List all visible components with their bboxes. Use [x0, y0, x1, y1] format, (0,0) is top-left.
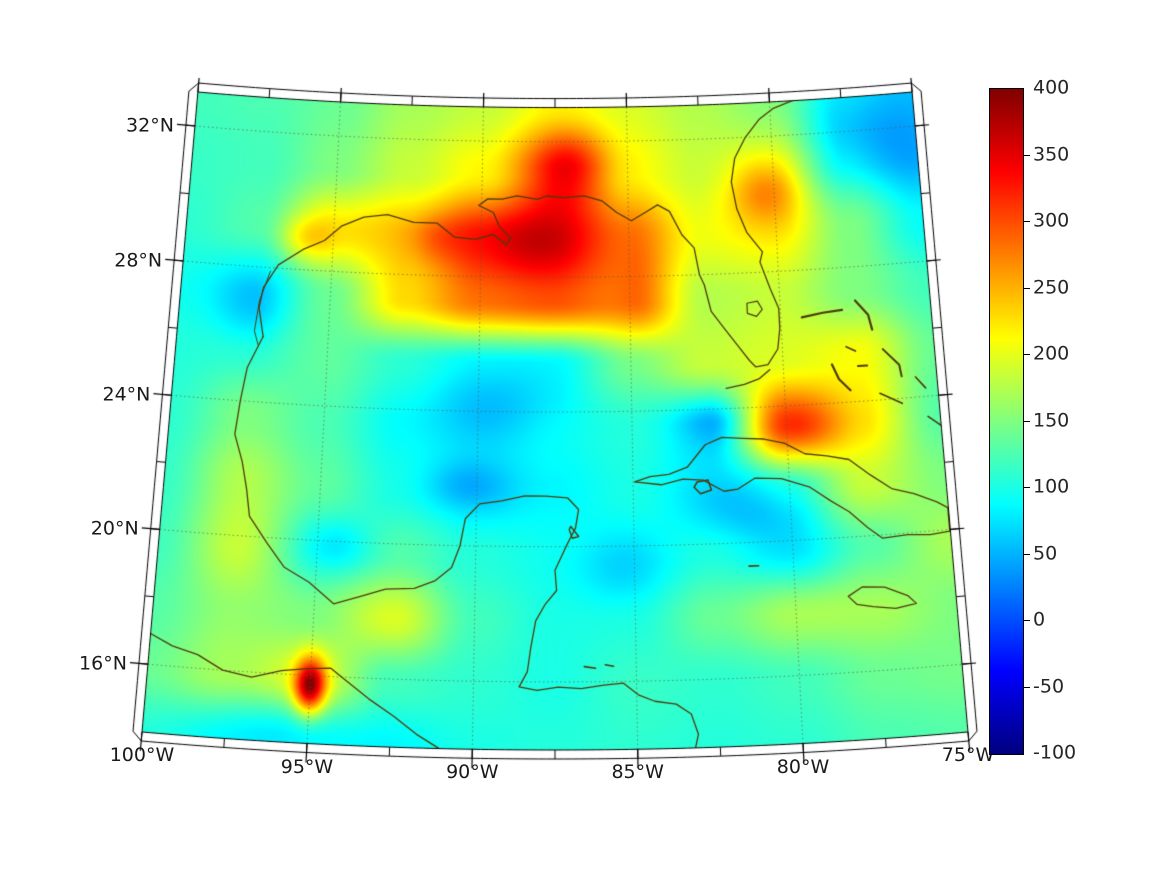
colorbar-tick-label: 350: [1033, 143, 1070, 165]
lon-tick-label: 85°W: [611, 761, 664, 784]
lat-tick-label: 28°N: [114, 249, 163, 272]
colorbar-tick: [1023, 620, 1030, 622]
colorbar-tick: [1023, 287, 1030, 289]
lon-tick-label: 95°W: [280, 755, 334, 778]
lat-tick-label: 20°N: [90, 517, 139, 540]
colorbar-tick-label: -50: [1033, 675, 1065, 697]
lon-tick-label: 100°W: [109, 743, 175, 766]
colorbar-tick-label: 50: [1033, 542, 1058, 564]
colorbar-tick-label: 250: [1033, 276, 1070, 298]
colorbar-tick-label: 100: [1033, 475, 1070, 498]
colorbar-tick: [1023, 686, 1030, 688]
lat-tick-label: 32°N: [126, 114, 174, 137]
colorbar-tick-label: 400: [1033, 76, 1070, 99]
colorbar-tick-label: 300: [1033, 209, 1070, 232]
colorbar-gradient: [989, 88, 1024, 755]
colorbar-tick: [1023, 154, 1030, 156]
lon-tick-label: 90°W: [446, 761, 499, 784]
colorbar-tick: [1023, 553, 1030, 555]
colorbar-tick: [1023, 487, 1030, 489]
colorbar-tick: [1023, 354, 1030, 356]
colorbar-tick: [1023, 420, 1030, 422]
lon-tick-label: 75°W: [941, 743, 995, 766]
colorbar-tick-label: -100: [1033, 741, 1077, 764]
lon-tick-label: 80°W: [776, 755, 830, 778]
colorbar-tick: [1023, 221, 1030, 223]
lat-tick-label: 16°N: [79, 652, 127, 675]
colorbar-tick-label: 200: [1033, 342, 1070, 365]
colorbar-tick-label: 150: [1033, 409, 1070, 431]
colorbar-tick-label: 0: [1033, 608, 1046, 631]
lat-tick-label: 24°N: [102, 383, 151, 406]
